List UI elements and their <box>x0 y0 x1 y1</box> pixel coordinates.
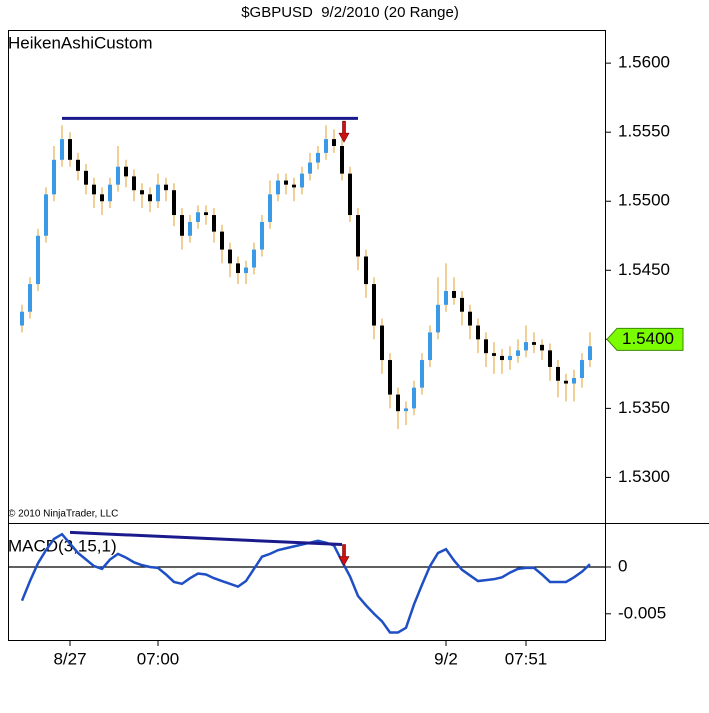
candle-body <box>508 355 512 361</box>
last-price-label: 1.5400 <box>622 329 674 348</box>
y-tick-label: 1.5500 <box>618 191 670 210</box>
candle-body <box>140 190 144 195</box>
candle-body <box>324 139 328 153</box>
signal-arrow <box>338 120 350 143</box>
candle-body <box>428 332 432 361</box>
panel-label: MACD(3,15,1) <box>8 536 117 555</box>
candle-body <box>308 162 312 174</box>
chart-title: $GBPUSD 9/2/2010 (20 Range) <box>241 4 459 21</box>
candle-body <box>92 184 96 195</box>
candle-body <box>316 152 320 163</box>
candle-body <box>356 215 360 257</box>
candle-body <box>60 139 64 160</box>
candle-body <box>476 325 480 340</box>
candle-body <box>276 180 280 195</box>
candle-body <box>420 360 424 388</box>
candle-body <box>444 291 448 305</box>
candle-body <box>268 194 272 222</box>
candle-body <box>588 346 592 361</box>
candle-body <box>156 184 160 202</box>
y-tick-label: -0.005 <box>618 603 666 622</box>
candle-body <box>20 311 24 326</box>
y-tick-label: 1.5550 <box>618 122 670 141</box>
candle-body <box>196 212 200 222</box>
candle-body <box>100 194 104 202</box>
candle-body <box>412 387 416 409</box>
candle-body <box>540 344 544 351</box>
signal-arrow <box>338 544 350 567</box>
candle-body <box>244 267 248 274</box>
candle-body <box>148 194 152 202</box>
candle-body <box>556 366 560 381</box>
candle-body <box>516 350 520 356</box>
candle-body <box>76 159 80 171</box>
candle-body <box>284 180 288 185</box>
candle-body <box>44 194 48 236</box>
candle-body <box>452 291 456 298</box>
candle-body <box>380 325 384 361</box>
candle-body <box>204 212 208 216</box>
candle-body <box>580 360 584 378</box>
candle-body <box>572 378 576 384</box>
candle-body <box>436 304 440 333</box>
panel-label: HeikenAshiCustom <box>8 33 153 52</box>
candle-body <box>564 380 568 384</box>
candle-body <box>164 184 168 191</box>
y-tick-label: 1.5350 <box>618 398 670 417</box>
candle-body <box>548 350 552 367</box>
candle-body <box>532 342 536 345</box>
candle-body <box>68 139 72 160</box>
candle-body <box>28 284 32 312</box>
y-tick-label: 1.5450 <box>618 260 670 279</box>
candle-body <box>396 394 400 412</box>
candle-body <box>404 408 408 412</box>
x-tick-label: 07:00 <box>137 649 180 668</box>
candle-body <box>228 249 232 264</box>
candle-body <box>500 355 504 361</box>
candle-body <box>124 166 128 177</box>
candle-body <box>172 190 176 216</box>
candle-body <box>492 353 496 356</box>
candle-body <box>340 146 344 174</box>
candle-body <box>220 231 224 250</box>
candle-body <box>116 166 120 185</box>
candle-body <box>372 284 376 326</box>
copyright: © 2010 NinjaTrader, LLC <box>8 509 118 520</box>
candle-body <box>252 249 256 268</box>
y-tick-label: 0 <box>618 556 627 575</box>
candle-body <box>188 221 192 236</box>
candle-body <box>180 215 184 236</box>
candle-body <box>332 139 336 146</box>
candle-body <box>364 256 368 285</box>
candle-body <box>292 184 296 188</box>
candle-body <box>460 297 464 312</box>
candle-body <box>524 342 528 351</box>
x-tick-label: 8/27 <box>53 649 86 668</box>
candle-body <box>236 263 240 274</box>
x-tick-label: 9/2 <box>434 649 458 668</box>
candle-body <box>132 176 136 191</box>
candle-body <box>260 221 264 250</box>
candle-body <box>212 215 216 232</box>
candle-body <box>108 184 112 202</box>
candle-body <box>52 159 56 195</box>
candle-body <box>348 173 352 216</box>
candle-body <box>484 339 488 354</box>
y-tick-label: 1.5600 <box>618 53 670 72</box>
candle-body <box>36 235 40 285</box>
candle-body <box>388 360 392 395</box>
candle-body <box>84 170 88 185</box>
candle-body <box>300 173 304 188</box>
x-tick-label: 07:51 <box>505 649 548 668</box>
last-price-marker <box>606 327 684 351</box>
candle-body <box>468 311 472 326</box>
trend-line <box>69 530 343 547</box>
y-tick-label: 1.5300 <box>618 467 670 486</box>
